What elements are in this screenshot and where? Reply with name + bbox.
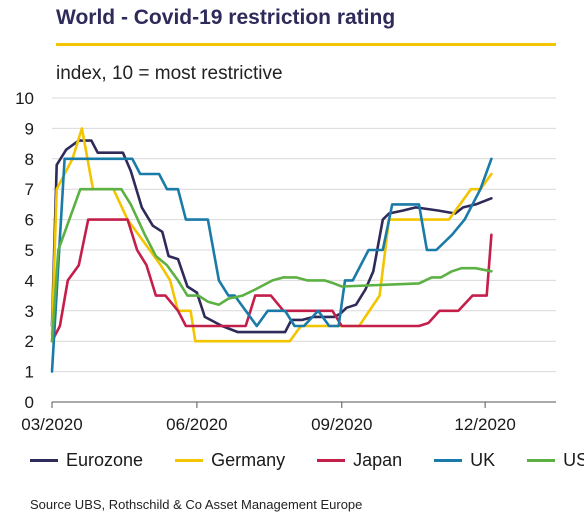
y-tick-label: 5: [25, 241, 34, 260]
series-line-us: [50, 187, 493, 343]
legend-swatch: [434, 459, 463, 462]
legend-label: Eurozone: [66, 450, 144, 470]
legend-label: Japan: [353, 450, 403, 470]
chart-legend: Eurozone Germany Japan UK US: [30, 450, 584, 471]
y-axis-tick-labels: 0 1 2 3 4 5 6 7 8 9 10: [15, 89, 34, 412]
legend-swatch: [527, 459, 556, 462]
chart-title: World - Covid-19 restriction rating: [56, 6, 396, 29]
legend-label: US: [563, 450, 584, 470]
source-note: Source UBS, Rothschild & Co Asset Manage…: [30, 497, 363, 512]
legend-item-japan: Japan: [317, 450, 402, 471]
series-line-germany: [50, 127, 493, 343]
gridlines: [52, 97, 556, 373]
legend-item-germany: Germany: [175, 450, 285, 471]
y-tick-label: 10: [15, 89, 34, 108]
legend-label: UK: [470, 450, 496, 470]
legend-label: Germany: [211, 450, 286, 470]
x-tick-label: 03/2020: [21, 415, 82, 434]
y-tick-label: 1: [25, 363, 34, 382]
chart-subtitle: index, 10 = most restrictive: [56, 63, 283, 84]
y-tick-label: 0: [25, 393, 34, 412]
y-tick-label: 4: [25, 271, 34, 290]
y-tick-label: 8: [25, 150, 34, 169]
series-line-japan: [50, 218, 493, 343]
legend-swatch: [317, 459, 346, 462]
legend-swatch: [30, 459, 58, 462]
series-lines: [50, 127, 493, 373]
series-line-eurozone: [50, 139, 493, 334]
title-underline: [56, 43, 556, 46]
x-tick-label: 12/2020: [454, 415, 515, 434]
legend-swatch: [175, 459, 204, 462]
x-tick-label: 09/2020: [311, 415, 372, 434]
y-tick-label: 9: [25, 119, 34, 138]
legend-item-eurozone: Eurozone: [30, 450, 143, 471]
y-tick-label: 6: [25, 211, 34, 230]
y-tick-label: 3: [25, 302, 34, 321]
legend-item-uk: UK: [434, 450, 495, 471]
y-tick-label: 2: [25, 332, 34, 351]
x-tick-label: 06/2020: [166, 415, 227, 434]
x-axis-tick-labels: 03/2020 06/2020 09/2020 12/2020: [21, 415, 516, 434]
legend-item-us: US: [527, 450, 584, 471]
y-tick-label: 7: [25, 180, 34, 199]
axes: [51, 401, 556, 408]
series-line-uk: [50, 157, 493, 373]
